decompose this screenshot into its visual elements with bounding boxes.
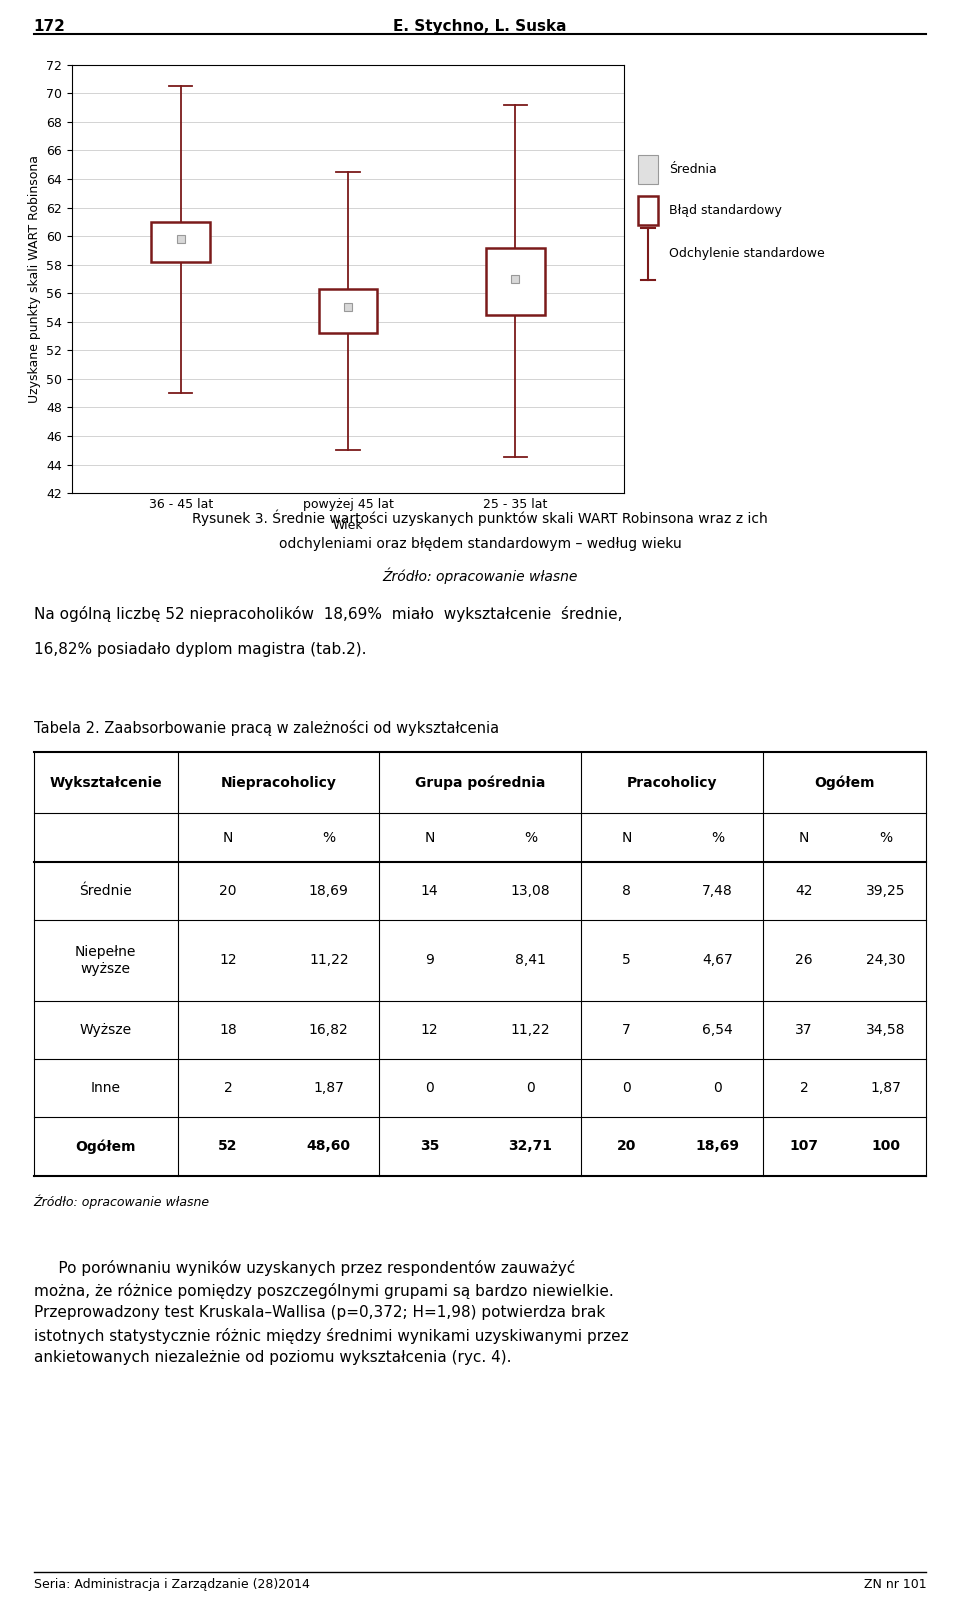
Bar: [486, 247, 544, 315]
Text: 18,69: 18,69: [696, 1140, 739, 1153]
Text: 0: 0: [713, 1082, 722, 1095]
X-axis label: Wiek: Wiek: [333, 519, 363, 532]
Text: 0: 0: [622, 1082, 631, 1095]
Text: 39,25: 39,25: [866, 884, 905, 897]
Text: 20: 20: [616, 1140, 636, 1153]
Text: 42: 42: [795, 884, 813, 897]
Text: Źródło: opracowanie własne: Źródło: opracowanie własne: [34, 1195, 209, 1210]
Text: %: %: [524, 831, 537, 844]
Text: 52: 52: [218, 1140, 238, 1153]
Text: Średnie: Średnie: [80, 884, 132, 897]
Text: Źródło: opracowanie własne: Źródło: opracowanie własne: [382, 568, 578, 584]
Text: odchyleniami oraz błędem standardowym – według wieku: odchyleniami oraz błędem standardowym – …: [278, 537, 682, 551]
Text: Seria: Administracja i Zarządzanie (28)2014: Seria: Administracja i Zarządzanie (28)2…: [34, 1578, 309, 1591]
Text: N: N: [799, 831, 809, 844]
Text: Na ogólną liczbę 52 niepracoholików  18,69%  miało  wykształcenie  średnie,: Na ogólną liczbę 52 niepracoholików 18,6…: [34, 606, 622, 623]
Text: Ogółem: Ogółem: [75, 1140, 136, 1153]
Text: 34,58: 34,58: [866, 1024, 905, 1036]
Text: Wykształcenie: Wykształcenie: [49, 776, 162, 789]
Text: 32,71: 32,71: [509, 1140, 552, 1153]
Text: 8: 8: [622, 884, 631, 897]
Text: 7: 7: [622, 1024, 631, 1036]
Text: %: %: [323, 831, 335, 844]
Bar: [319, 289, 377, 333]
Text: %: %: [711, 831, 724, 844]
Text: Niepracoholicy: Niepracoholicy: [221, 776, 336, 789]
Text: Odchylenie standardowe: Odchylenie standardowe: [669, 247, 825, 260]
Text: Ogółem: Ogółem: [814, 776, 876, 789]
Bar: [152, 222, 210, 262]
Text: 9: 9: [425, 954, 434, 967]
Text: 1,87: 1,87: [870, 1082, 901, 1095]
Text: 24,30: 24,30: [866, 954, 905, 967]
Text: Tabela 2. Zaabsorbowanie pracą w zależności od wykształcenia: Tabela 2. Zaabsorbowanie pracą w zależno…: [34, 720, 499, 736]
Text: 16,82: 16,82: [309, 1024, 348, 1036]
Text: Inne: Inne: [90, 1082, 121, 1095]
Text: Średnia: Średnia: [669, 163, 717, 176]
Text: 6,54: 6,54: [702, 1024, 733, 1036]
Text: Po porównaniu wyników uzyskanych przez respondentów zauważyć
można, że różnice p: Po porównaniu wyników uzyskanych przez r…: [34, 1260, 628, 1365]
Text: 35: 35: [420, 1140, 440, 1153]
Text: N: N: [424, 831, 435, 844]
Text: 107: 107: [789, 1140, 819, 1153]
Text: 11,22: 11,22: [511, 1024, 550, 1036]
Text: Wyższe: Wyższe: [80, 1024, 132, 1036]
Text: 26: 26: [795, 954, 813, 967]
Text: 100: 100: [871, 1140, 900, 1153]
Text: 172: 172: [34, 18, 65, 34]
Text: 8,41: 8,41: [515, 954, 546, 967]
Text: N: N: [223, 831, 233, 844]
Text: 0: 0: [425, 1082, 434, 1095]
Text: 1,87: 1,87: [313, 1082, 345, 1095]
Text: Grupa pośrednia: Grupa pośrednia: [415, 776, 545, 789]
Text: 7,48: 7,48: [702, 884, 733, 897]
Text: Rysunek 3. Średnie wartości uzyskanych punktów skali WART Robinsona wraz z ich: Rysunek 3. Średnie wartości uzyskanych p…: [192, 509, 768, 526]
Text: Błąd standardowy: Błąd standardowy: [669, 204, 782, 217]
Text: Pracoholicy: Pracoholicy: [627, 776, 717, 789]
Text: 2: 2: [224, 1082, 232, 1095]
Text: 2: 2: [800, 1082, 808, 1095]
Text: 37: 37: [795, 1024, 813, 1036]
Text: N: N: [621, 831, 632, 844]
Text: 12: 12: [219, 954, 237, 967]
Text: 11,22: 11,22: [309, 954, 348, 967]
Text: 14: 14: [420, 884, 439, 897]
Text: 16,82% posiadało dyplom magistra (tab.2).: 16,82% posiadało dyplom magistra (tab.2)…: [34, 642, 366, 657]
Text: 20: 20: [219, 884, 237, 897]
Text: 18,69: 18,69: [309, 884, 348, 897]
Y-axis label: Uzyskane punkty skali WART Robinsona: Uzyskane punkty skali WART Robinsona: [28, 155, 40, 403]
Text: 5: 5: [622, 954, 631, 967]
Text: 13,08: 13,08: [511, 884, 550, 897]
Text: %: %: [879, 831, 892, 844]
Text: 12: 12: [420, 1024, 439, 1036]
Text: ZN nr 101: ZN nr 101: [864, 1578, 926, 1591]
Text: Niepełne
wyższe: Niepełne wyższe: [75, 946, 136, 975]
Text: E. Stychno, L. Suska: E. Stychno, L. Suska: [394, 18, 566, 34]
Text: 0: 0: [526, 1082, 535, 1095]
Text: 18: 18: [219, 1024, 237, 1036]
Text: 4,67: 4,67: [702, 954, 733, 967]
Text: 48,60: 48,60: [307, 1140, 350, 1153]
